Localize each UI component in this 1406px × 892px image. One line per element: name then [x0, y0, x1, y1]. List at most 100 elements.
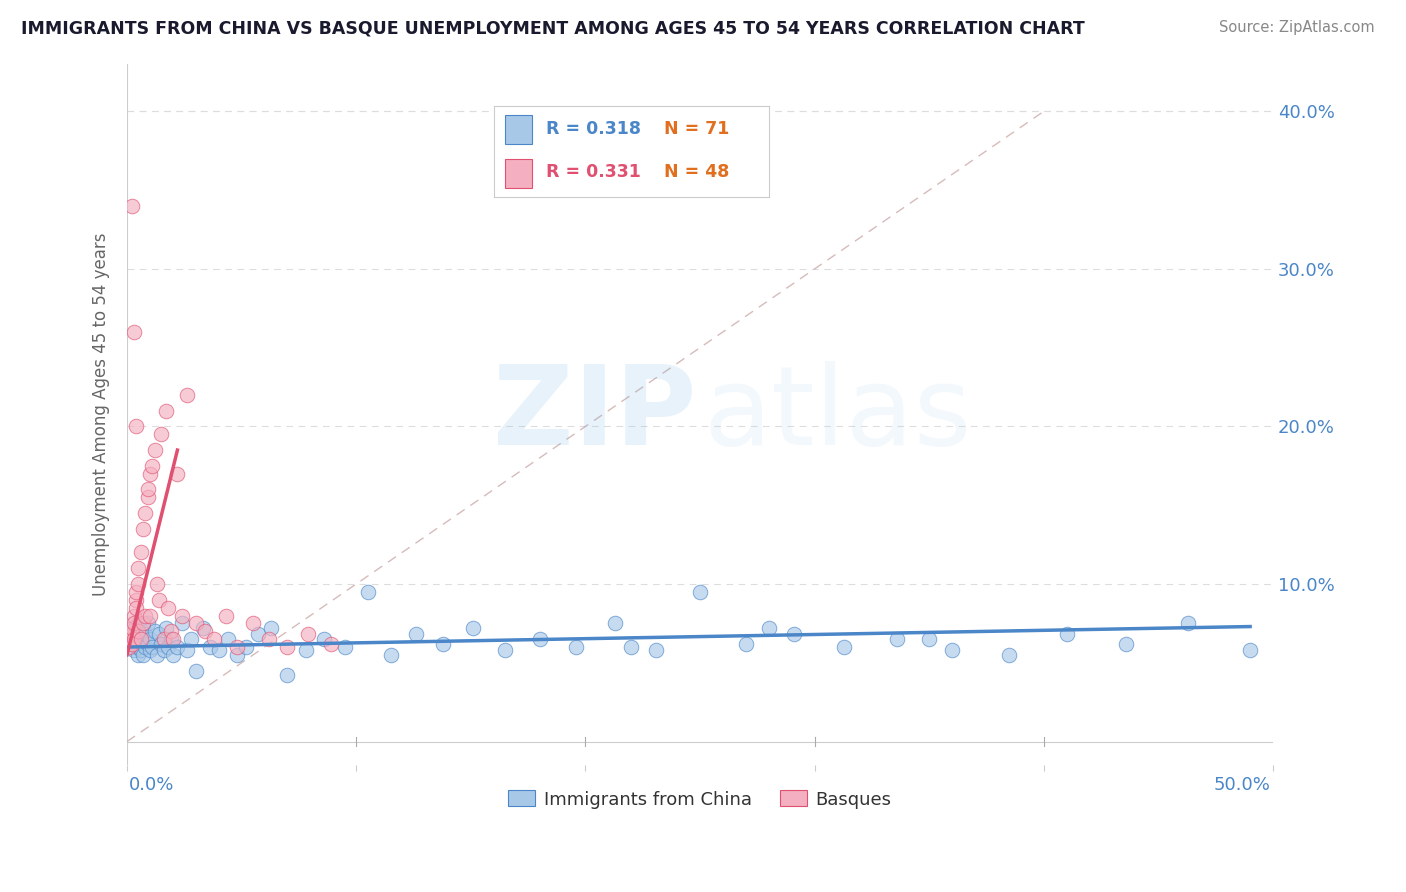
Point: [127, 616, 149, 631]
Point: [170, 616, 193, 631]
Point: [1056, 627, 1078, 641]
Point: [208, 643, 231, 657]
Point: [432, 637, 454, 651]
Point: [198, 640, 221, 654]
Point: [134, 627, 156, 641]
Point: [294, 643, 316, 657]
Point: [127, 624, 149, 639]
Point: [297, 627, 319, 641]
Point: [127, 561, 149, 575]
Point: [132, 648, 155, 662]
Point: [157, 640, 180, 654]
Point: [148, 627, 170, 641]
Point: [152, 632, 174, 647]
Point: [180, 632, 202, 647]
Point: [176, 388, 198, 402]
Point: [121, 637, 143, 651]
Point: [146, 577, 169, 591]
Point: [191, 621, 214, 635]
Point: [689, 585, 711, 599]
Point: [314, 632, 336, 647]
Point: [214, 608, 236, 623]
Point: [217, 632, 239, 647]
Point: [605, 616, 627, 631]
Point: [134, 640, 156, 654]
Point: [122, 621, 145, 635]
Point: [129, 643, 152, 657]
Point: [139, 608, 162, 623]
Point: [998, 648, 1021, 662]
Point: [734, 637, 756, 651]
Point: [1115, 637, 1137, 651]
Point: [226, 648, 249, 662]
Point: [758, 621, 780, 635]
Point: [127, 577, 149, 591]
Point: [276, 668, 298, 682]
Point: [257, 632, 280, 647]
Point: [125, 637, 148, 651]
Point: [125, 419, 148, 434]
Point: [141, 640, 163, 654]
Point: [155, 621, 177, 635]
Point: [319, 637, 342, 651]
Point: [122, 608, 145, 623]
Text: ZIP: ZIP: [494, 361, 696, 468]
Point: [170, 608, 193, 623]
Point: [242, 616, 264, 631]
Point: [276, 640, 298, 654]
Point: [132, 621, 155, 635]
Point: [118, 640, 141, 654]
Point: [529, 632, 551, 647]
Point: [834, 640, 856, 654]
Point: [121, 627, 143, 641]
Point: [122, 632, 145, 647]
Point: [125, 600, 148, 615]
Point: [118, 632, 141, 647]
Point: [132, 616, 155, 631]
Text: 0.0%: 0.0%: [129, 776, 174, 794]
Point: [260, 621, 283, 635]
Point: [122, 643, 145, 657]
Point: [162, 632, 184, 647]
Point: [136, 616, 159, 631]
Point: [139, 632, 162, 647]
Point: [139, 643, 162, 657]
Point: [162, 648, 184, 662]
Point: [461, 621, 484, 635]
Text: Source: ZipAtlas.com: Source: ZipAtlas.com: [1219, 20, 1375, 35]
Point: [184, 664, 207, 678]
Point: [226, 640, 249, 654]
Point: [941, 643, 963, 657]
Point: [139, 467, 162, 481]
Point: [143, 443, 166, 458]
Point: [176, 643, 198, 657]
Point: [783, 627, 806, 641]
Point: [918, 632, 941, 647]
Point: [136, 483, 159, 497]
Text: IMMIGRANTS FROM CHINA VS BASQUE UNEMPLOYMENT AMONG AGES 45 TO 54 YEARS CORRELATI: IMMIGRANTS FROM CHINA VS BASQUE UNEMPLOY…: [21, 20, 1085, 37]
Text: atlas: atlas: [703, 361, 972, 468]
Point: [645, 643, 668, 657]
Point: [494, 643, 516, 657]
Point: [565, 640, 588, 654]
Point: [134, 608, 156, 623]
Point: [159, 624, 181, 639]
Point: [333, 640, 356, 654]
Point: [121, 199, 143, 213]
Point: [136, 491, 159, 505]
Point: [127, 640, 149, 654]
Point: [127, 648, 149, 662]
Point: [118, 624, 141, 639]
Point: [129, 632, 152, 647]
Point: [380, 648, 402, 662]
Point: [122, 616, 145, 631]
Point: [356, 585, 378, 599]
Point: [122, 325, 145, 339]
Point: [125, 592, 148, 607]
Point: [620, 640, 643, 654]
Point: [155, 403, 177, 417]
Point: [125, 627, 148, 641]
Point: [202, 632, 225, 647]
Legend: Immigrants from China, Basques: Immigrants from China, Basques: [501, 783, 898, 816]
Point: [136, 637, 159, 651]
